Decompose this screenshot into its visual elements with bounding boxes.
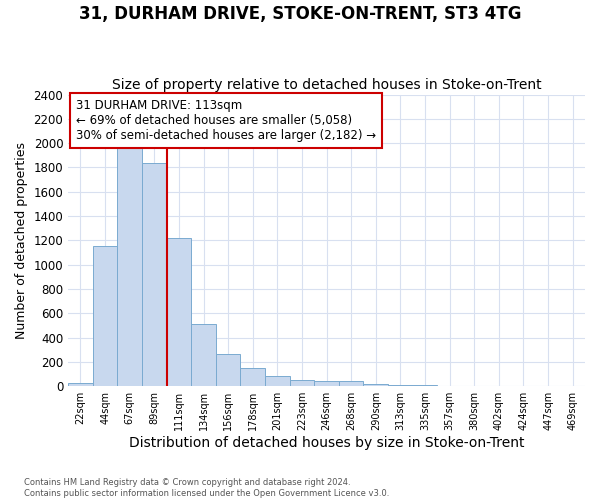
Bar (93, 246, 118, 386)
Bar (142, 162, 167, 386)
Bar (314, 381, 339, 386)
Text: 31 DURHAM DRIVE: 113sqm
← 69% of detached houses are smaller (5,058)
30% of semi: 31 DURHAM DRIVE: 113sqm ← 69% of detache… (76, 99, 376, 142)
Bar (265, 376, 290, 386)
Bar (339, 382, 364, 386)
Bar (216, 354, 241, 386)
Text: Contains HM Land Registry data © Crown copyright and database right 2024.
Contai: Contains HM Land Registry data © Crown c… (24, 478, 389, 498)
Bar (364, 384, 388, 386)
Bar (413, 385, 437, 386)
Text: 31, DURHAM DRIVE, STOKE-ON-TRENT, ST3 4TG: 31, DURHAM DRIVE, STOKE-ON-TRENT, ST3 4T… (79, 5, 521, 23)
Y-axis label: Number of detached properties: Number of detached properties (15, 142, 28, 339)
Bar (290, 380, 314, 386)
Bar (241, 368, 265, 386)
Bar (68, 383, 93, 386)
Bar (388, 385, 413, 386)
Bar (167, 238, 191, 386)
Bar (118, 148, 142, 386)
Bar (191, 324, 216, 386)
Title: Size of property relative to detached houses in Stoke-on-Trent: Size of property relative to detached ho… (112, 78, 541, 92)
X-axis label: Distribution of detached houses by size in Stoke-on-Trent: Distribution of detached houses by size … (129, 436, 524, 450)
